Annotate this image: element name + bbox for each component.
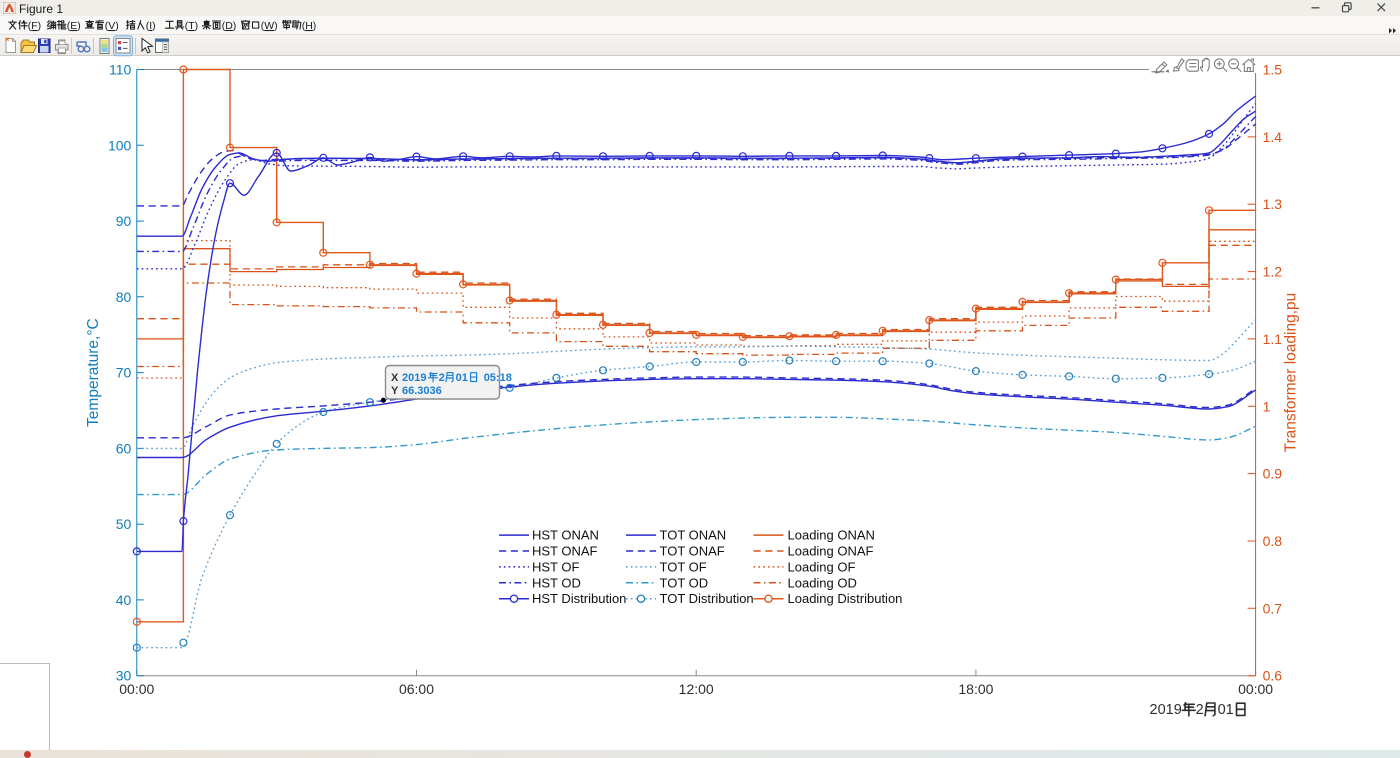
svg-text:0.9: 0.9 <box>1263 466 1283 482</box>
svg-text:70: 70 <box>116 365 132 381</box>
svg-text:(F): (F) <box>28 20 41 32</box>
svg-text:Loading Distribution: Loading Distribution <box>788 591 903 606</box>
svg-text:TOT ONAF: TOT ONAF <box>660 544 725 559</box>
svg-text:Loading OF: Loading OF <box>788 559 856 574</box>
svg-text:1.5: 1.5 <box>1263 62 1283 78</box>
svg-text:2: 2 <box>1196 702 1204 718</box>
svg-text:66.3036: 66.3036 <box>402 385 442 397</box>
svg-text:HST OD: HST OD <box>532 575 581 590</box>
svg-text:(I): (I) <box>146 20 156 32</box>
svg-text:90: 90 <box>116 213 132 229</box>
svg-text:TOT ONAN: TOT ONAN <box>660 528 727 543</box>
svg-text:TOT OD: TOT OD <box>660 575 709 590</box>
svg-text:Loading OD: Loading OD <box>788 575 857 590</box>
svg-text:01: 01 <box>456 372 468 384</box>
svg-text:50: 50 <box>116 516 132 532</box>
svg-text:HST ONAF: HST ONAF <box>532 544 598 559</box>
svg-text:30: 30 <box>116 668 132 684</box>
svg-text:(W): (W) <box>261 20 278 32</box>
svg-text:0.8: 0.8 <box>1263 533 1283 549</box>
svg-text:00:00: 00:00 <box>1238 681 1273 697</box>
svg-text:18:00: 18:00 <box>958 681 993 697</box>
svg-text:HST OF: HST OF <box>532 559 579 574</box>
svg-text:Loading ONAN: Loading ONAN <box>788 528 875 543</box>
svg-text:40: 40 <box>116 592 132 608</box>
svg-text:(H): (H) <box>302 20 317 32</box>
svg-text:1.2: 1.2 <box>1263 264 1283 280</box>
svg-text:1: 1 <box>1263 398 1271 414</box>
svg-text:1.1: 1.1 <box>1263 331 1283 347</box>
svg-text:TOT Distribution: TOT Distribution <box>660 591 754 606</box>
svg-text:HST ONAN: HST ONAN <box>532 528 599 543</box>
svg-text:Y: Y <box>391 385 399 397</box>
svg-text:X: X <box>391 372 399 384</box>
svg-text:2019: 2019 <box>1150 702 1182 718</box>
svg-text:Loading ONAF: Loading ONAF <box>788 544 874 559</box>
svg-text:TOT OF: TOT OF <box>660 559 707 574</box>
svg-text:2: 2 <box>439 372 445 384</box>
svg-text:05:18: 05:18 <box>484 372 512 384</box>
svg-text:(V): (V) <box>105 20 119 32</box>
svg-text:60: 60 <box>116 440 132 456</box>
svg-text:HST Distribution: HST Distribution <box>532 591 626 606</box>
svg-text:2019: 2019 <box>402 372 426 384</box>
svg-text:00:00: 00:00 <box>119 681 154 697</box>
svg-text:12:00: 12:00 <box>679 681 714 697</box>
svg-text:1.4: 1.4 <box>1263 129 1283 145</box>
svg-text:100: 100 <box>108 137 132 153</box>
svg-text:(E): (E) <box>67 20 81 32</box>
svg-text:01: 01 <box>1218 702 1234 718</box>
svg-text:Temperature,°C: Temperature,°C <box>85 318 102 427</box>
svg-text:0.7: 0.7 <box>1263 600 1283 616</box>
svg-text:1.3: 1.3 <box>1263 196 1283 212</box>
svg-text:0.6: 0.6 <box>1263 668 1283 684</box>
svg-text:Transformer loading,pu: Transformer loading,pu <box>1283 293 1300 453</box>
svg-text:110: 110 <box>109 62 132 78</box>
svg-text:80: 80 <box>116 289 132 305</box>
svg-text:(D): (D) <box>222 20 237 32</box>
svg-text:(T): (T) <box>185 20 198 32</box>
svg-text:06:00: 06:00 <box>399 681 434 697</box>
